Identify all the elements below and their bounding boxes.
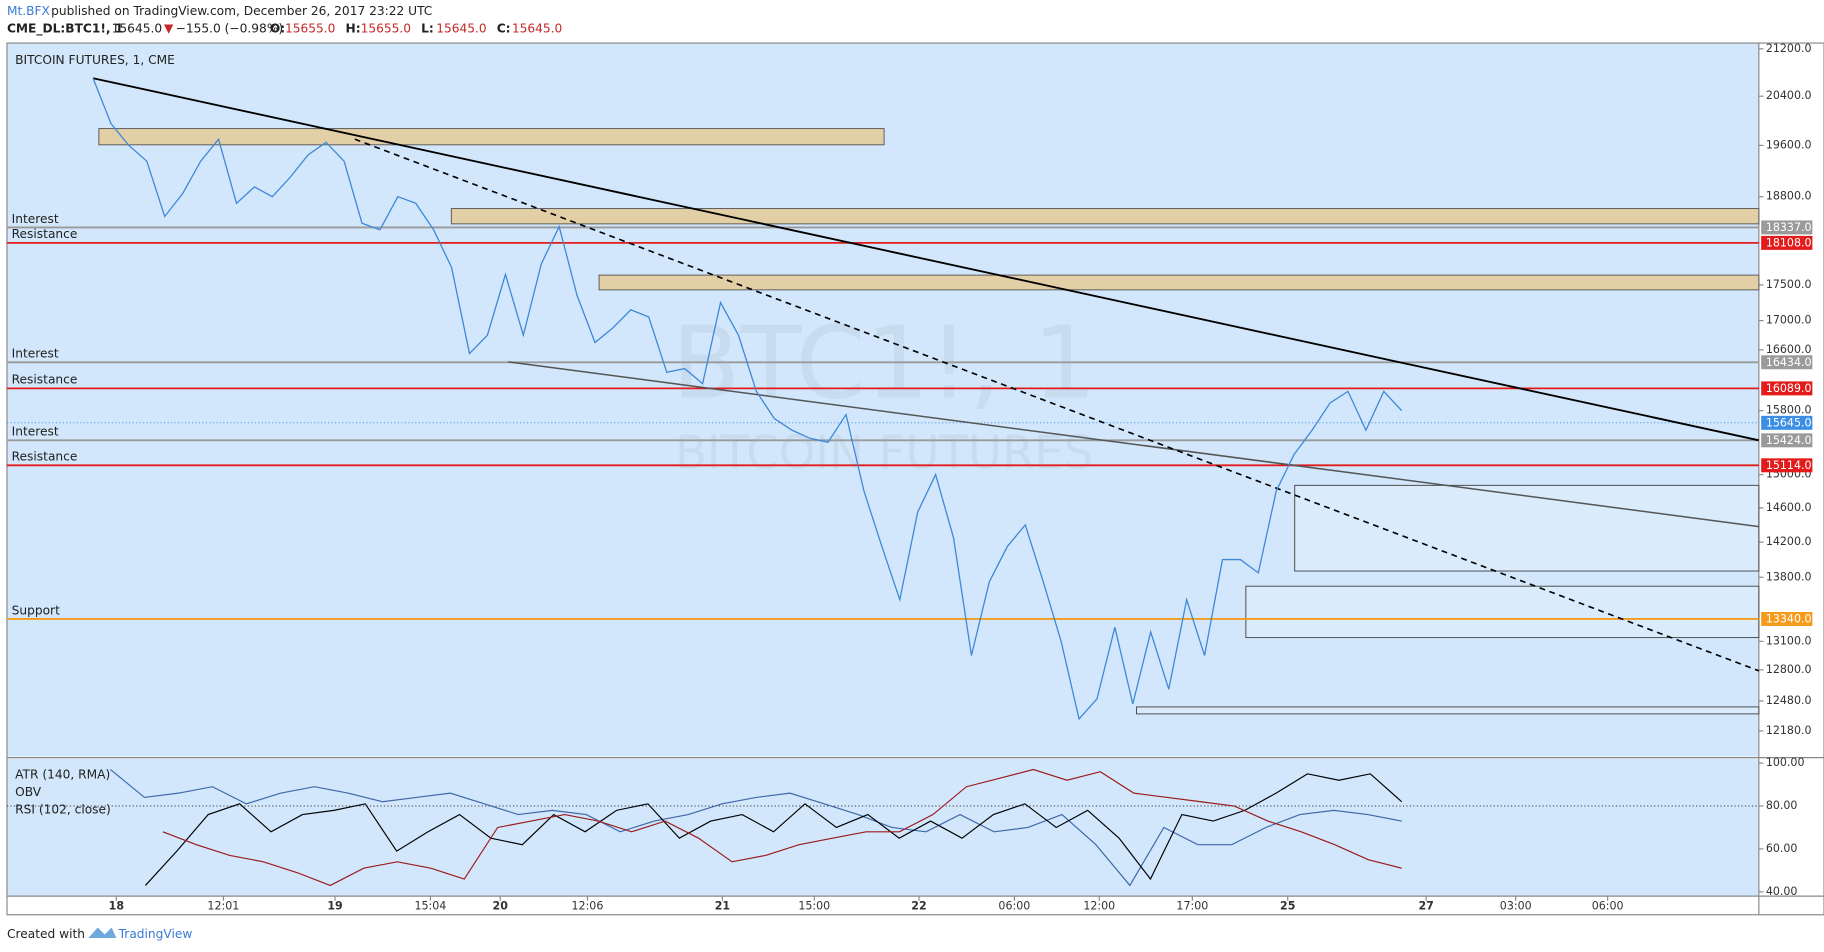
y-tick-label: 19600.0 (1766, 138, 1812, 151)
level-name: Interest (12, 347, 59, 361)
ohlc-value: 15655.0 (361, 22, 411, 36)
demand-box (1245, 585, 1760, 639)
x-tick-label: 21 (715, 900, 730, 913)
y-tick-label: 17000.0 (1766, 314, 1812, 327)
level-name: Resistance (12, 450, 78, 464)
x-tick-label: 12:00 (1083, 900, 1115, 913)
symbol: CME_DL:BTC1!, 1 (7, 22, 123, 37)
indicator-legend: OBV (15, 785, 42, 799)
x-tick-label: 06:00 (998, 900, 1030, 913)
footer-created: Created with (7, 927, 85, 941)
price-line (92, 77, 1403, 721)
y-tick-label: 12800.0 (1766, 663, 1812, 676)
level-value: 13340.0 (1766, 613, 1812, 626)
x-tick-label: 18 (109, 900, 124, 913)
x-tick-label: 06:00 (1592, 900, 1624, 913)
ohlc-value: 15645.0 (512, 22, 562, 36)
level-badge (1761, 355, 1813, 370)
level-value: 15114.0 (1766, 459, 1812, 472)
x-tick-label: 19 (327, 900, 342, 913)
level-value: 16089.0 (1766, 382, 1812, 395)
level-badge (1761, 458, 1813, 473)
x-tick-label: 17:00 (1176, 900, 1208, 913)
y-tick-label: 17500.0 (1766, 278, 1812, 291)
level-name: Support (12, 603, 60, 617)
supply-zone (450, 208, 1760, 225)
frame (6, 42, 1824, 916)
level-badge (1761, 433, 1813, 448)
x-tick-label: 12:06 (572, 900, 604, 913)
y-tick-label: 60.00 (1766, 842, 1798, 855)
level-badge (1761, 381, 1813, 396)
watermark: BITCOIN FUTURES (675, 426, 1093, 480)
y-tick-label: 100.00 (1766, 756, 1805, 769)
demand-box (1294, 484, 1760, 572)
indicator-line (144, 773, 1403, 886)
level-badge (1761, 415, 1813, 430)
y-tick-label: 40.00 (1766, 885, 1798, 898)
ohlc-label: H: (345, 22, 360, 36)
x-tick-label: 03:00 (1500, 900, 1532, 913)
x-tick-label: 20 (493, 900, 509, 913)
x-tick-label: 12:01 (207, 900, 239, 913)
y-tick-label: 13800.0 (1766, 570, 1812, 583)
demand-box (1136, 706, 1760, 715)
y-tick-label: 18800.0 (1766, 190, 1812, 203)
level-name: Resistance (12, 373, 78, 387)
level-value: 15645.0 (1766, 416, 1812, 429)
x-tick-label: 22 (911, 900, 926, 913)
level-badge (1761, 220, 1813, 235)
publisher[interactable]: Mt.BFX (7, 4, 50, 18)
trendline (508, 361, 1759, 528)
level-value: 16434.0 (1766, 356, 1812, 369)
tv-logo (88, 927, 117, 939)
change: −155.0 (−0.98%) (176, 22, 284, 36)
indicator-pane (6, 758, 1759, 897)
x-tick-label: 27 (1418, 900, 1433, 913)
published: published on TradingView.com, December 2… (51, 4, 432, 18)
indicator-legend: RSI (102, close) (15, 803, 111, 817)
trendline (354, 138, 1760, 672)
y-tick-label: 12480.0 (1766, 694, 1812, 707)
level-badge (1761, 612, 1813, 626)
ohlc-value: 15645.0 (436, 22, 486, 36)
y-tick-label: 20400.0 (1766, 89, 1812, 102)
level-name: Interest (12, 425, 59, 439)
x-tick-label: 15:00 (798, 900, 830, 913)
level-name: Interest (12, 212, 59, 226)
indicator-legend: ATR (140, RMA) (15, 768, 110, 782)
level-value: 18337.0 (1766, 221, 1812, 234)
supply-zone (598, 274, 1760, 291)
ohlc-label: O: (270, 22, 285, 36)
y-tick-label: 12180.0 (1766, 724, 1812, 737)
level-value: 18108.0 (1766, 236, 1812, 249)
y-tick-label: 80.00 (1766, 799, 1798, 812)
indicator-line (110, 769, 1402, 887)
trendline (92, 77, 1760, 442)
y-tick-label: 21200.0 (1766, 42, 1812, 55)
supply-zone (98, 128, 885, 146)
indicator-line (162, 768, 1402, 887)
y-tick-label: 13100.0 (1766, 634, 1812, 647)
y-tick-label: 14600.0 (1766, 501, 1812, 514)
footer-brand[interactable]: TradingView (118, 927, 193, 941)
level-name: Resistance (12, 227, 78, 241)
chart-title: BITCOIN FUTURES, 1, CME (15, 53, 175, 67)
level-value: 15424.0 (1766, 434, 1812, 447)
y-tick-label: 14200.0 (1766, 535, 1812, 548)
ohlc-value: 15655.0 (285, 22, 335, 36)
y-tick-label: 16600.0 (1766, 343, 1812, 356)
ohlc-label: C: (497, 22, 511, 36)
level-badge (1761, 235, 1813, 250)
x-tick-label: 15:04 (414, 900, 446, 913)
y-tick-label: 15800.0 (1766, 404, 1812, 417)
down-arrow (164, 24, 174, 34)
last-price: 15645.0 (112, 22, 162, 36)
x-tick-label: 25 (1280, 900, 1295, 913)
ohlc-label: L: (421, 22, 434, 36)
